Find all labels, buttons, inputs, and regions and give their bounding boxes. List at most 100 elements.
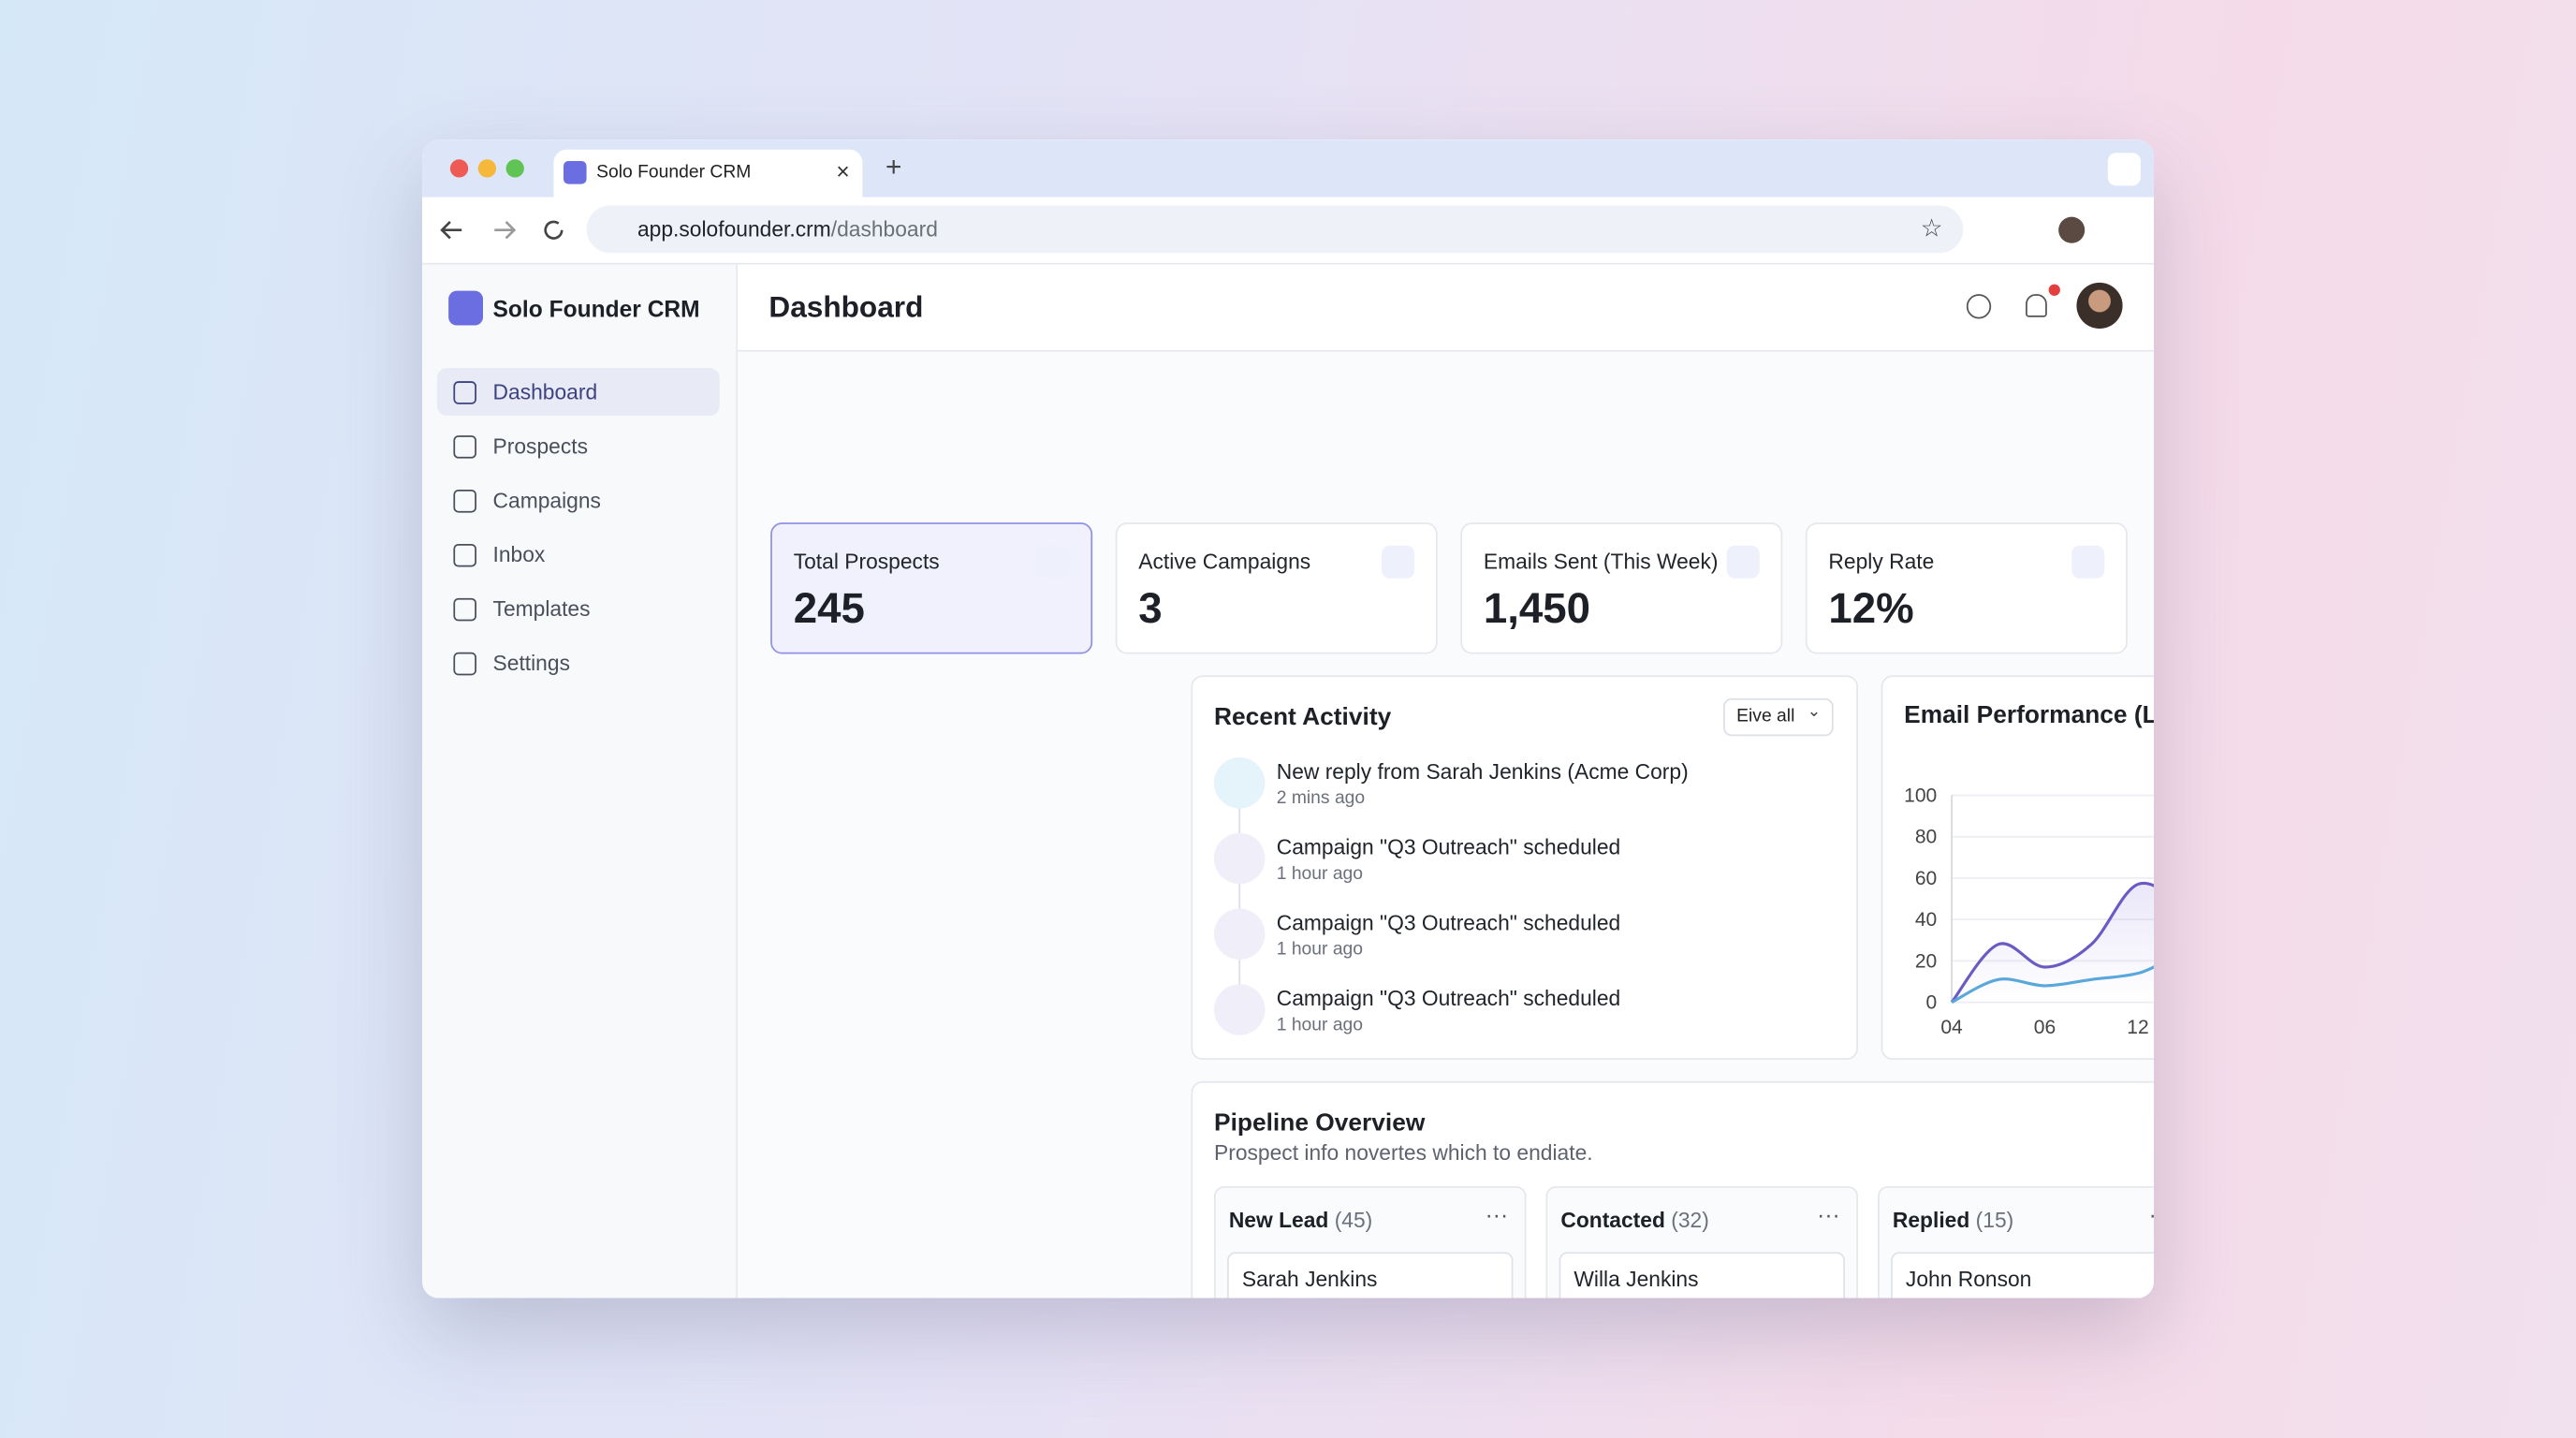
- activity-title: Recent Activity: [1214, 703, 1392, 732]
- x-tick-label: 12: [2127, 1017, 2148, 1038]
- nav-buttons[interactable]: [439, 217, 570, 243]
- stat-value: 12%: [1828, 583, 1914, 633]
- nav-icon: [453, 381, 476, 404]
- y-tick-label: 0: [1926, 992, 1938, 1014]
- nav-label: Inbox: [492, 542, 546, 567]
- prospect-info: Company Info: [1242, 1297, 1375, 1299]
- stat-label: Emails Sent (This Week): [1483, 549, 1719, 574]
- prospect-info: Company Info: [1573, 1297, 1706, 1299]
- url-path: /dashboard: [830, 216, 938, 242]
- tab[interactable]: Solo Founder CRM ×: [553, 149, 863, 198]
- prospect-name: Sarah Jenkins: [1241, 1267, 1378, 1292]
- activity-text: Campaign "Q3 Outreach" scheduled: [1276, 834, 1621, 859]
- max-dot[interactable]: [505, 159, 524, 178]
- nav-item[interactable]: Inbox: [437, 531, 720, 579]
- prospect-info: Company Info: [1906, 1297, 2039, 1299]
- stat-icon: [1726, 545, 1760, 579]
- line: [1951, 965, 2154, 1005]
- column-menu[interactable]: ···: [1485, 1200, 1509, 1228]
- help-icon[interactable]: [1966, 294, 1992, 319]
- brand: Solo Founder CRM: [492, 295, 700, 322]
- area: [1952, 883, 2154, 1003]
- pipeline-title: Pipeline Overview: [1214, 1108, 1426, 1137]
- chart-card: Email Performance (Last 30 Days) 0 20 40 60…: [1881, 675, 2154, 1061]
- nav-label: Dashboard: [492, 379, 598, 404]
- stat-value: 3: [1138, 583, 1163, 633]
- pipeline-subtitle: Prospect info novertes which to endiate.: [1214, 1140, 1593, 1166]
- column-count: (15): [1975, 1207, 2014, 1233]
- stat-card: Reply Rate 12%: [1805, 522, 2128, 654]
- column-header: New Lead (45): [1229, 1208, 1372, 1232]
- activity-time: 1 hour ago: [1276, 864, 1364, 885]
- column-name: Contacted: [1560, 1207, 1665, 1233]
- timeline: [1238, 800, 1241, 1014]
- min-dot[interactable]: [477, 159, 497, 178]
- column-header: Replied (15): [1893, 1208, 2013, 1232]
- y-tick-label: 80: [1915, 827, 1937, 848]
- chart-title: Email Performance (Last 30 Days): [1904, 700, 2154, 728]
- filter-button[interactable]: Eive all ⌄: [1723, 697, 1834, 737]
- close-dot[interactable]: [449, 159, 469, 178]
- url-host: app.solofounder.crm: [637, 216, 831, 242]
- y-tick-label: 20: [1915, 950, 1937, 972]
- stat-card: Total Prospects 245: [770, 522, 1093, 654]
- prospect-name: Willa Jenkins: [1573, 1267, 1699, 1292]
- stat-label: Total Prospects: [793, 549, 940, 574]
- nav-label: Campaigns: [492, 488, 601, 513]
- column-count: (32): [1671, 1207, 1709, 1233]
- prospect-name: John Ronson: [1905, 1267, 2032, 1292]
- prospect-card[interactable]: Sarah Jenkins Company Info: [1227, 1252, 1514, 1299]
- nav-label: Settings: [492, 651, 570, 676]
- x-tick-label: 06: [2034, 1017, 2056, 1038]
- profile[interactable]: [2058, 216, 2086, 243]
- top-bar: Dashboard: [738, 264, 2154, 352]
- activity-time: 1 hour ago: [1276, 1015, 1364, 1035]
- nav-item[interactable]: Campaigns: [437, 477, 720, 524]
- avatar[interactable]: [2076, 282, 2123, 330]
- url-box[interactable]: app.solofounder.crm/dashboard ☆: [586, 205, 1964, 254]
- stat-label: Reply Rate: [1828, 549, 1935, 574]
- tab-bar: Solo Founder CRM × +: [422, 139, 2154, 198]
- activity-icon: [1214, 757, 1266, 809]
- pipeline-column: Replied (15) ··· John Ronson Company Inf…: [1878, 1186, 2154, 1299]
- y-tick-label: 40: [1915, 909, 1937, 931]
- prospect-card[interactable]: John Ronson Company Info: [1891, 1252, 2154, 1299]
- nav-icon: [453, 435, 476, 459]
- nav-label: Prospects: [492, 433, 588, 459]
- column-header: Contacted (32): [1560, 1208, 1709, 1232]
- column-menu[interactable]: ···: [1817, 1200, 1840, 1228]
- nav-item[interactable]: Templates: [437, 585, 720, 633]
- address-row: app.solofounder.crm/dashboard ☆: [422, 197, 2154, 265]
- page-title: Dashboard: [768, 290, 924, 324]
- logo: [448, 290, 483, 326]
- activity-icon: [1214, 832, 1266, 885]
- nav-item[interactable]: Dashboard: [436, 368, 720, 417]
- bell-icon[interactable]: [2026, 294, 2047, 317]
- bell-dot: [2048, 284, 2060, 296]
- chart: Email Performance (Last 30 Days) 0 20 40 60…: [1904, 700, 2154, 1038]
- tab-menu[interactable]: [2107, 153, 2141, 186]
- activity-time: 2 mins ago: [1276, 788, 1366, 809]
- url: app.solofounder.crm/dashboard: [637, 217, 938, 242]
- prospect-card[interactable]: Willa Jenkins Company Info: [1559, 1252, 1845, 1299]
- stat-icon: [2071, 545, 2105, 579]
- x-tick-label: 04: [1940, 1017, 1963, 1038]
- activity-icon: [1214, 908, 1266, 960]
- nav-item[interactable]: Settings: [437, 639, 720, 687]
- pipeline-card: Pipeline Overview Prospect info novertes…: [1191, 1080, 2154, 1299]
- activity-text: New reply from Sarah Jenkins (Acme Corp): [1276, 758, 1689, 785]
- column-menu[interactable]: ···: [2149, 1201, 2154, 1227]
- tab-close[interactable]: ×: [836, 157, 850, 184]
- nav-icon: [453, 597, 476, 622]
- nav-icon: [453, 652, 476, 676]
- nav-item[interactable]: Prospects: [437, 422, 720, 470]
- column-name: Replied: [1892, 1207, 1970, 1233]
- activity-card: Recent Activity Eive all ⌄ New reply from…: [1191, 675, 1859, 1061]
- column-name: New Lead: [1228, 1207, 1329, 1233]
- stat-label: Active Campaigns: [1138, 549, 1311, 574]
- activity-text: Campaign "Q3 Outreach" scheduled: [1276, 986, 1621, 1011]
- bookmark[interactable]: ☆: [1920, 214, 1943, 243]
- new-tab[interactable]: +: [885, 151, 902, 183]
- stat-card: Active Campaigns 3: [1115, 522, 1438, 654]
